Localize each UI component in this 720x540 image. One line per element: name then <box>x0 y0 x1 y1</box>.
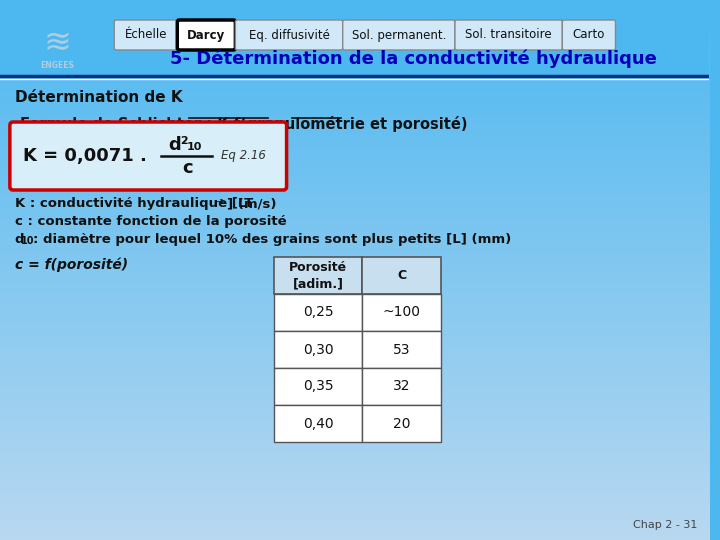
Bar <box>362 405 441 442</box>
Text: 10: 10 <box>187 142 202 152</box>
FancyBboxPatch shape <box>235 20 343 50</box>
Text: K : conductivité hydraulique [LT: K : conductivité hydraulique [LT <box>15 197 253 210</box>
Text: ENGEES: ENGEES <box>40 62 74 71</box>
Text: ⁻¹: ⁻¹ <box>215 199 225 209</box>
Text: 5- Détermination de la conductivité hydraulique: 5- Détermination de la conductivité hydr… <box>170 50 657 68</box>
Bar <box>362 294 441 331</box>
Text: d: d <box>15 233 24 246</box>
Text: Échelle: Échelle <box>125 29 167 42</box>
Text: d²: d² <box>168 136 189 154</box>
Bar <box>362 331 441 368</box>
Text: 0,30: 0,30 <box>303 342 333 356</box>
Bar <box>274 331 362 368</box>
Text: Eq. diffusivité: Eq. diffusivité <box>248 29 330 42</box>
Text: K = 0,0071 .: K = 0,0071 . <box>22 147 147 165</box>
Text: 10: 10 <box>21 236 34 246</box>
Bar <box>362 257 441 294</box>
Text: c : constante fonction de la porosité: c : constante fonction de la porosité <box>15 215 287 228</box>
FancyBboxPatch shape <box>177 20 235 50</box>
FancyBboxPatch shape <box>455 20 562 50</box>
Bar <box>362 368 441 405</box>
Text: C: C <box>397 269 406 282</box>
FancyBboxPatch shape <box>114 20 177 50</box>
Text: Formule de Schlichter : K f(granulométrie et porosité): Formule de Schlichter : K f(granulométri… <box>19 116 467 132</box>
Bar <box>0 0 709 75</box>
Bar <box>274 294 362 331</box>
FancyBboxPatch shape <box>343 20 455 50</box>
Text: Darcy: Darcy <box>187 29 225 42</box>
Bar <box>274 368 362 405</box>
Text: ] (m/s): ] (m/s) <box>228 197 277 210</box>
Text: Chap 2 - 31: Chap 2 - 31 <box>633 520 697 530</box>
Text: 53: 53 <box>393 342 410 356</box>
Text: c = f(porosité): c = f(porosité) <box>15 257 128 272</box>
Text: ≋: ≋ <box>43 25 71 58</box>
FancyBboxPatch shape <box>10 122 287 190</box>
FancyBboxPatch shape <box>562 20 616 50</box>
Text: 0,40: 0,40 <box>303 416 333 430</box>
Text: c: c <box>182 159 193 177</box>
Text: 32: 32 <box>393 380 410 394</box>
Text: 0,35: 0,35 <box>303 380 333 394</box>
Text: 0,25: 0,25 <box>303 306 333 320</box>
Text: ~100: ~100 <box>383 306 420 320</box>
Text: Sol. permanent.: Sol. permanent. <box>351 29 446 42</box>
Text: Porosité
[adim.]: Porosité [adim.] <box>289 261 347 290</box>
Bar <box>274 405 362 442</box>
Bar <box>274 257 362 294</box>
Text: 20: 20 <box>393 416 410 430</box>
Text: : diamètre pour lequel 10% des grains sont plus petits [L] (mm): : diamètre pour lequel 10% des grains so… <box>34 233 512 246</box>
Text: Détermination de K: Détermination de K <box>15 90 182 105</box>
Text: Eq 2.16: Eq 2.16 <box>220 150 266 163</box>
Text: Sol. transitoire: Sol. transitoire <box>465 29 552 42</box>
Text: Carto: Carto <box>572 29 605 42</box>
